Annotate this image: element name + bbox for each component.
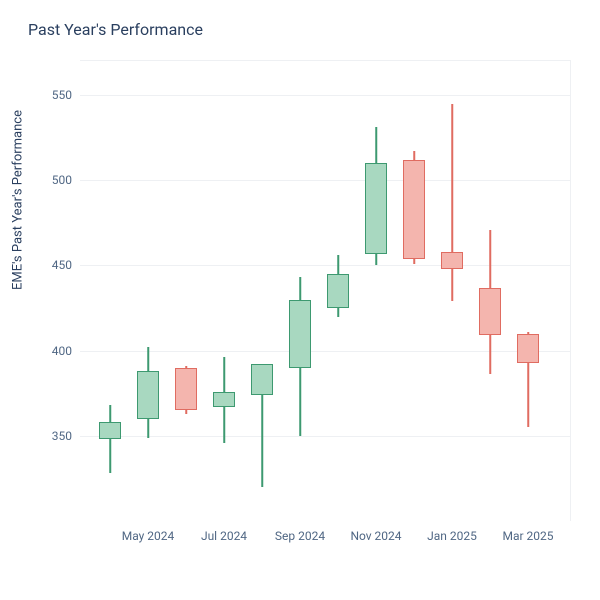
candle-body <box>479 288 501 336</box>
candle-wick <box>451 104 453 252</box>
x-tick-label: May 2024 <box>122 529 175 543</box>
candle <box>441 61 463 521</box>
candle-body <box>99 422 121 439</box>
x-tick-label: Mar 2025 <box>502 529 553 543</box>
y-tick-label: 550 <box>52 88 72 102</box>
candle-wick <box>413 259 415 264</box>
candle-wick <box>451 269 453 301</box>
y-tick-label: 500 <box>52 173 72 187</box>
candle <box>213 61 235 521</box>
x-tick-label: Nov 2024 <box>350 529 401 543</box>
performance-chart: Past Year's Performance EME's Past Year'… <box>0 0 600 600</box>
candle <box>327 61 349 521</box>
candle <box>251 61 273 521</box>
candle <box>137 61 159 521</box>
candle-wick <box>375 254 377 266</box>
candle <box>175 61 197 521</box>
candle-wick <box>299 368 301 436</box>
candle-body <box>175 368 197 411</box>
candle-wick <box>489 335 491 374</box>
candle-wick <box>223 407 225 443</box>
candle <box>99 61 121 521</box>
candle-wick <box>185 410 187 413</box>
chart-title: Past Year's Performance <box>28 20 203 39</box>
y-axis-label: EME's Past Year's Performance <box>11 110 26 290</box>
candle-wick <box>109 405 111 422</box>
candle-body <box>365 163 387 253</box>
candle-wick <box>299 277 301 299</box>
candle <box>403 61 425 521</box>
candle-body <box>327 274 349 308</box>
candle-wick <box>109 439 111 473</box>
candle-wick <box>261 395 263 487</box>
candle-body <box>251 364 273 395</box>
candle-wick <box>489 230 491 288</box>
candle-body <box>403 160 425 259</box>
candle-body <box>517 334 539 363</box>
x-tick-label: Jul 2024 <box>201 529 247 543</box>
candle-wick <box>527 363 529 428</box>
candle-body <box>213 392 235 407</box>
candle <box>365 61 387 521</box>
plot-area: 350400450500550May 2024Jul 2024Sep 2024N… <box>80 60 571 521</box>
candle-wick <box>375 127 377 163</box>
candle <box>517 61 539 521</box>
y-tick-label: 400 <box>52 344 72 358</box>
y-tick-label: 450 <box>52 258 72 272</box>
candle-wick <box>147 347 149 371</box>
candle <box>479 61 501 521</box>
candle-wick <box>147 419 149 438</box>
x-tick-label: Sep 2024 <box>275 529 325 543</box>
y-tick-label: 350 <box>52 429 72 443</box>
candle-body <box>441 252 463 269</box>
candle <box>289 61 311 521</box>
x-tick-label: Jan 2025 <box>427 529 477 543</box>
candle-wick <box>337 255 339 274</box>
candle-wick <box>337 308 339 317</box>
candle-body <box>137 371 159 419</box>
candle-wick <box>413 151 415 160</box>
candle-body <box>289 300 311 368</box>
candle-wick <box>223 357 225 391</box>
